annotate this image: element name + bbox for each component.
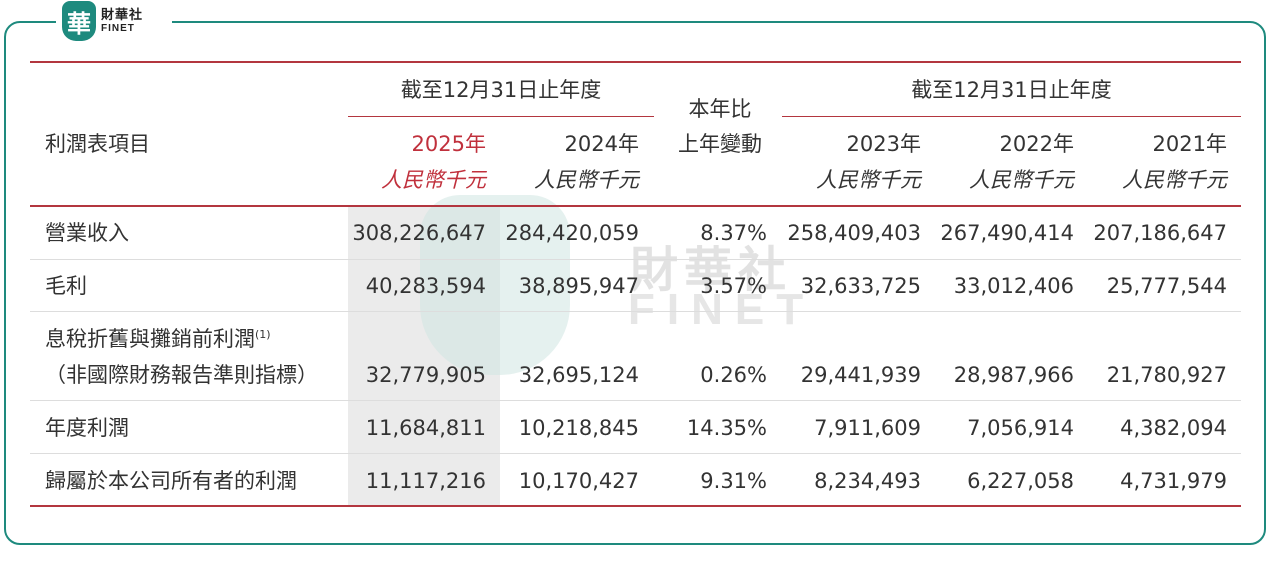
content-frame	[4, 21, 1266, 545]
unit-header-2023: 人民幣千元	[816, 168, 921, 192]
year-header-2024: 2024年	[564, 132, 639, 156]
unit-header-2025: 人民幣千元	[381, 168, 486, 192]
table-cell: 38,895,947	[518, 274, 639, 298]
row-label-gross-profit: 毛利	[45, 274, 87, 298]
group2-rule	[782, 116, 1241, 117]
table-cell: 8,234,493	[814, 469, 921, 493]
table-cell: 10,218,845	[518, 416, 639, 440]
table-cell: 7,056,914	[967, 416, 1074, 440]
row-label-attributable-profit: 歸屬於本公司所有者的利潤	[45, 469, 297, 493]
logo-english-name: FINET	[101, 22, 135, 34]
table-bottom-rule	[30, 505, 1241, 507]
table-cell: 28,987,966	[953, 363, 1074, 387]
year-header-2022: 2022年	[999, 132, 1074, 156]
year-header-2021: 2021年	[1152, 132, 1227, 156]
table-cell: 14.35%	[686, 416, 767, 440]
table-top-rule	[30, 61, 1241, 63]
row-separator	[30, 400, 1241, 401]
table-cell: 6,227,058	[967, 469, 1074, 493]
unit-header-2024: 人民幣千元	[534, 168, 639, 192]
table-cell: 25,777,544	[1106, 274, 1227, 298]
unit-header-2022: 人民幣千元	[969, 168, 1074, 192]
row-label-annual-profit: 年度利潤	[45, 416, 129, 440]
year-header-2023: 2023年	[846, 132, 921, 156]
table-cell: 40,283,594	[365, 274, 486, 298]
table-cell: 4,731,979	[1120, 469, 1227, 493]
table-cell: 0.26%	[700, 363, 767, 387]
table-cell: 8.37%	[700, 221, 767, 245]
table-cell: 10,170,427	[518, 469, 639, 493]
table-cell: 11,117,216	[365, 469, 486, 493]
table-cell: 207,186,647	[1093, 221, 1227, 245]
row-label-ebitda: 息稅折舊與攤銷前利潤(1)	[45, 327, 271, 351]
table-cell: 32,633,725	[800, 274, 921, 298]
table-cell: 267,490,414	[940, 221, 1074, 245]
table-cell: 32,695,124	[518, 363, 639, 387]
row-separator	[30, 453, 1241, 454]
year-header-2025: 2025年	[411, 132, 486, 156]
row-label-ebitda-note: （非國際財務報告準則指標）	[45, 363, 318, 387]
group2-header: 截至12月31日止年度	[911, 78, 1112, 102]
table-cell: 7,911,609	[814, 416, 921, 440]
table-cell: 9.31%	[700, 469, 767, 493]
table-cell: 29,441,939	[800, 363, 921, 387]
table-cell: 308,226,647	[352, 221, 486, 245]
table-cell: 21,780,927	[1106, 363, 1227, 387]
row-label-revenue: 營業收入	[45, 221, 129, 245]
header-bottom-rule	[30, 205, 1241, 207]
current-year-highlight	[348, 205, 500, 505]
row-separator	[30, 311, 1241, 312]
row-separator	[30, 259, 1241, 260]
table-cell: 284,420,059	[505, 221, 639, 245]
table-cell: 3.57%	[700, 274, 767, 298]
table-cell: 258,409,403	[787, 221, 921, 245]
table-cell: 4,382,094	[1120, 416, 1227, 440]
table-cell: 32,779,905	[365, 363, 486, 387]
unit-header-2021: 人民幣千元	[1122, 168, 1227, 192]
group1-rule	[348, 116, 654, 117]
table-cell: 11,684,811	[365, 416, 486, 440]
footnote-marker: (1)	[255, 328, 271, 341]
logo-chinese-name: 財華社	[101, 7, 144, 23]
finet-logo-icon: 華	[62, 1, 96, 41]
finet-logo: 華 財華社 FINET	[56, 0, 172, 42]
group1-header: 截至12月31日止年度	[400, 78, 602, 102]
item-column-header: 利潤表項目	[45, 132, 150, 156]
yoy-header-line2: 上年變動	[678, 132, 762, 156]
table-cell: 33,012,406	[953, 274, 1074, 298]
yoy-header-line1: 本年比	[688, 97, 752, 121]
